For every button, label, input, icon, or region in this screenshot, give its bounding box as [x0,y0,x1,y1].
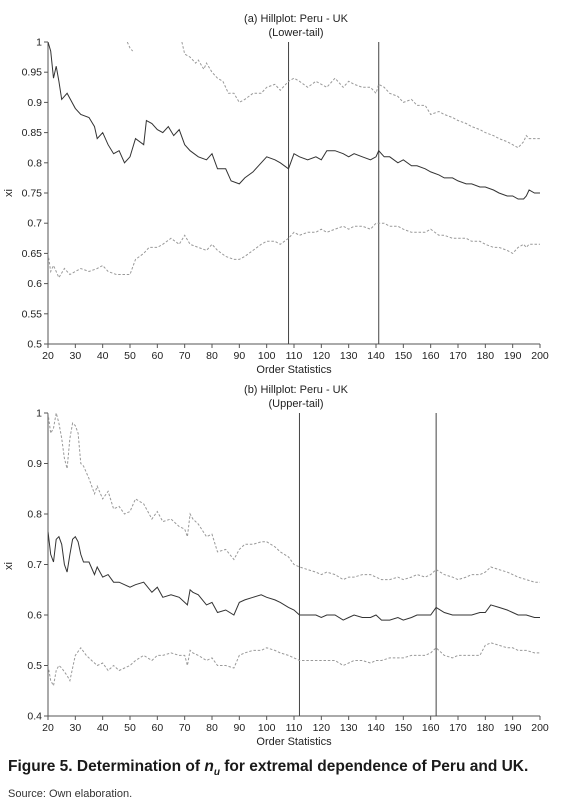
chart-a-y-tick-label: 0.9 [27,97,42,109]
chart-b-x-tick-label: 190 [504,722,522,734]
chart-a-y-tick-label: 0.55 [22,308,43,320]
chart-b-series-estimate [48,531,540,621]
chart-b-x-tick-label: 200 [531,722,549,734]
chart-a-x-tick-label: 60 [151,350,163,362]
chart-a-x-tick-label: 130 [340,350,358,362]
chart-a-y-tick-label: 0.8 [27,157,42,169]
figure-source: Source: Own elaboration. [8,788,133,800]
chart-a-y-tick-label: 0.75 [22,188,43,200]
chart-a-series-confidence-band-3 [181,42,540,149]
chart-a-x-tick-label: 90 [233,350,245,362]
chart-b-y-tick-label: 0.7 [27,559,42,571]
chart-a-y-tick-label: 1 [36,37,42,49]
chart-a-y-tick-label: 0.65 [22,248,43,260]
chart-a-x-tick-label: 120 [313,350,331,362]
chart-a-x-tick-label: 50 [124,350,136,362]
chart-b-subtitle: (Upper-tail) [268,398,323,410]
chart-b-x-tick-label: 160 [422,722,440,734]
chart-a-x-tick-label: 180 [477,350,495,362]
chart-a-subtitle: (Lower-tail) [268,27,323,39]
chart-a-xlabel: Order Statistics [256,364,332,376]
chart-b-ylabel: xi [3,562,15,570]
chart-b-x-tick-label: 60 [151,722,163,734]
chart-b-x-tick-label: 100 [258,722,276,734]
chart-a-x-tick-label: 70 [179,350,191,362]
chart-a-y-tick-label: 0.7 [27,218,42,230]
chart-a-series-confidence-band-2 [126,42,134,52]
chart-a-plot-area: 20 30 40 50 60 70 80 90 100 110 120 130 140 150 160 170… [22,37,549,363]
chart-a-x-tick-label: 170 [449,350,467,362]
chart-b-y-tick-label: 0.8 [27,509,42,521]
chart-b-x-tick-label: 80 [206,722,218,734]
chart-a-x-tick-label: 160 [422,350,440,362]
chart-b-series-confidence-band-1 [48,642,540,688]
chart-a-x-tick-label: 190 [504,350,522,362]
chart-b-y-tick-label: 0.5 [27,660,42,672]
chart-a-y-tick-label: 0.5 [27,339,42,351]
chart-b-x-tick-label: 50 [124,722,136,734]
chart-b-title: (b) Hillplot: Peru - UK [244,384,349,396]
chart-b-y-tick-label: 0.9 [27,458,42,470]
chart-a-y-tick-label: 0.6 [27,278,42,290]
chart-a-x-tick-label: 200 [531,350,549,362]
chart-b-x-tick-label: 140 [367,722,385,734]
caption-variable-subscript: u [213,767,220,779]
chart-b-x-tick-label: 170 [449,722,467,734]
chart-b-plot-area: 20 30 40 50 60 70 80 90 100 110 120 130 140 150 160 170… [27,408,549,735]
chart-a-x-tick-label: 150 [395,350,413,362]
chart-b-x-tick-label: 130 [340,722,358,734]
chart-a-x-tick-label: 80 [206,350,218,362]
chart-a-ylabel: xi [3,189,15,197]
chart-b-xlabel: Order Statistics [256,736,332,748]
chart-b-x-tick-label: 40 [97,722,109,734]
chart-a-x-tick-label: 20 [42,350,54,362]
chart-b-y-tick-label: 0.6 [27,610,42,622]
chart-b-x-tick-label: 120 [313,722,331,734]
chart-b-x-tick-label: 180 [477,722,495,734]
chart-b-x-tick-label: 90 [233,722,245,734]
chart-a-x-tick-label: 110 [286,350,303,362]
caption-variable: n [204,758,214,775]
chart-b-x-tick-label: 150 [395,722,413,734]
chart-a-x-tick-label: 100 [258,350,276,362]
chart-b-x-tick-label: 110 [286,722,303,734]
chart-b-x-tick-label: 30 [69,722,81,734]
chart-a-x-tick-label: 40 [97,350,109,362]
chart-b-y-tick-label: 1 [36,408,42,420]
chart-a-y-tick-label: 0.95 [22,67,43,79]
chart-lower-tail: (a) Hillplot: Peru - UK (Lower-tail) Ord… [3,13,549,376]
chart-upper-tail: (b) Hillplot: Peru - UK (Upper-tail) Ord… [3,384,549,748]
figure-caption: Figure 5. Determination of nu for extrem… [8,758,528,778]
chart-a-series-confidence-band-1 [48,222,540,279]
chart-b-x-tick-label: 20 [42,722,54,734]
chart-a-x-tick-label: 30 [69,350,81,362]
caption-prefix: Figure 5. Determination of [8,758,205,775]
chart-a-y-tick-label: 0.85 [22,127,43,139]
chart-b-x-tick-label: 70 [179,722,191,734]
chart-b-series-confidence-band-2 [48,413,540,583]
chart-a-title: (a) Hillplot: Peru - UK [244,13,349,25]
caption-suffix: for extremal dependence of Peru and UK. [219,758,529,775]
chart-a-series-estimate [48,42,540,200]
chart-a-x-tick-label: 140 [367,350,385,362]
chart-b-y-tick-label: 0.4 [27,711,42,723]
